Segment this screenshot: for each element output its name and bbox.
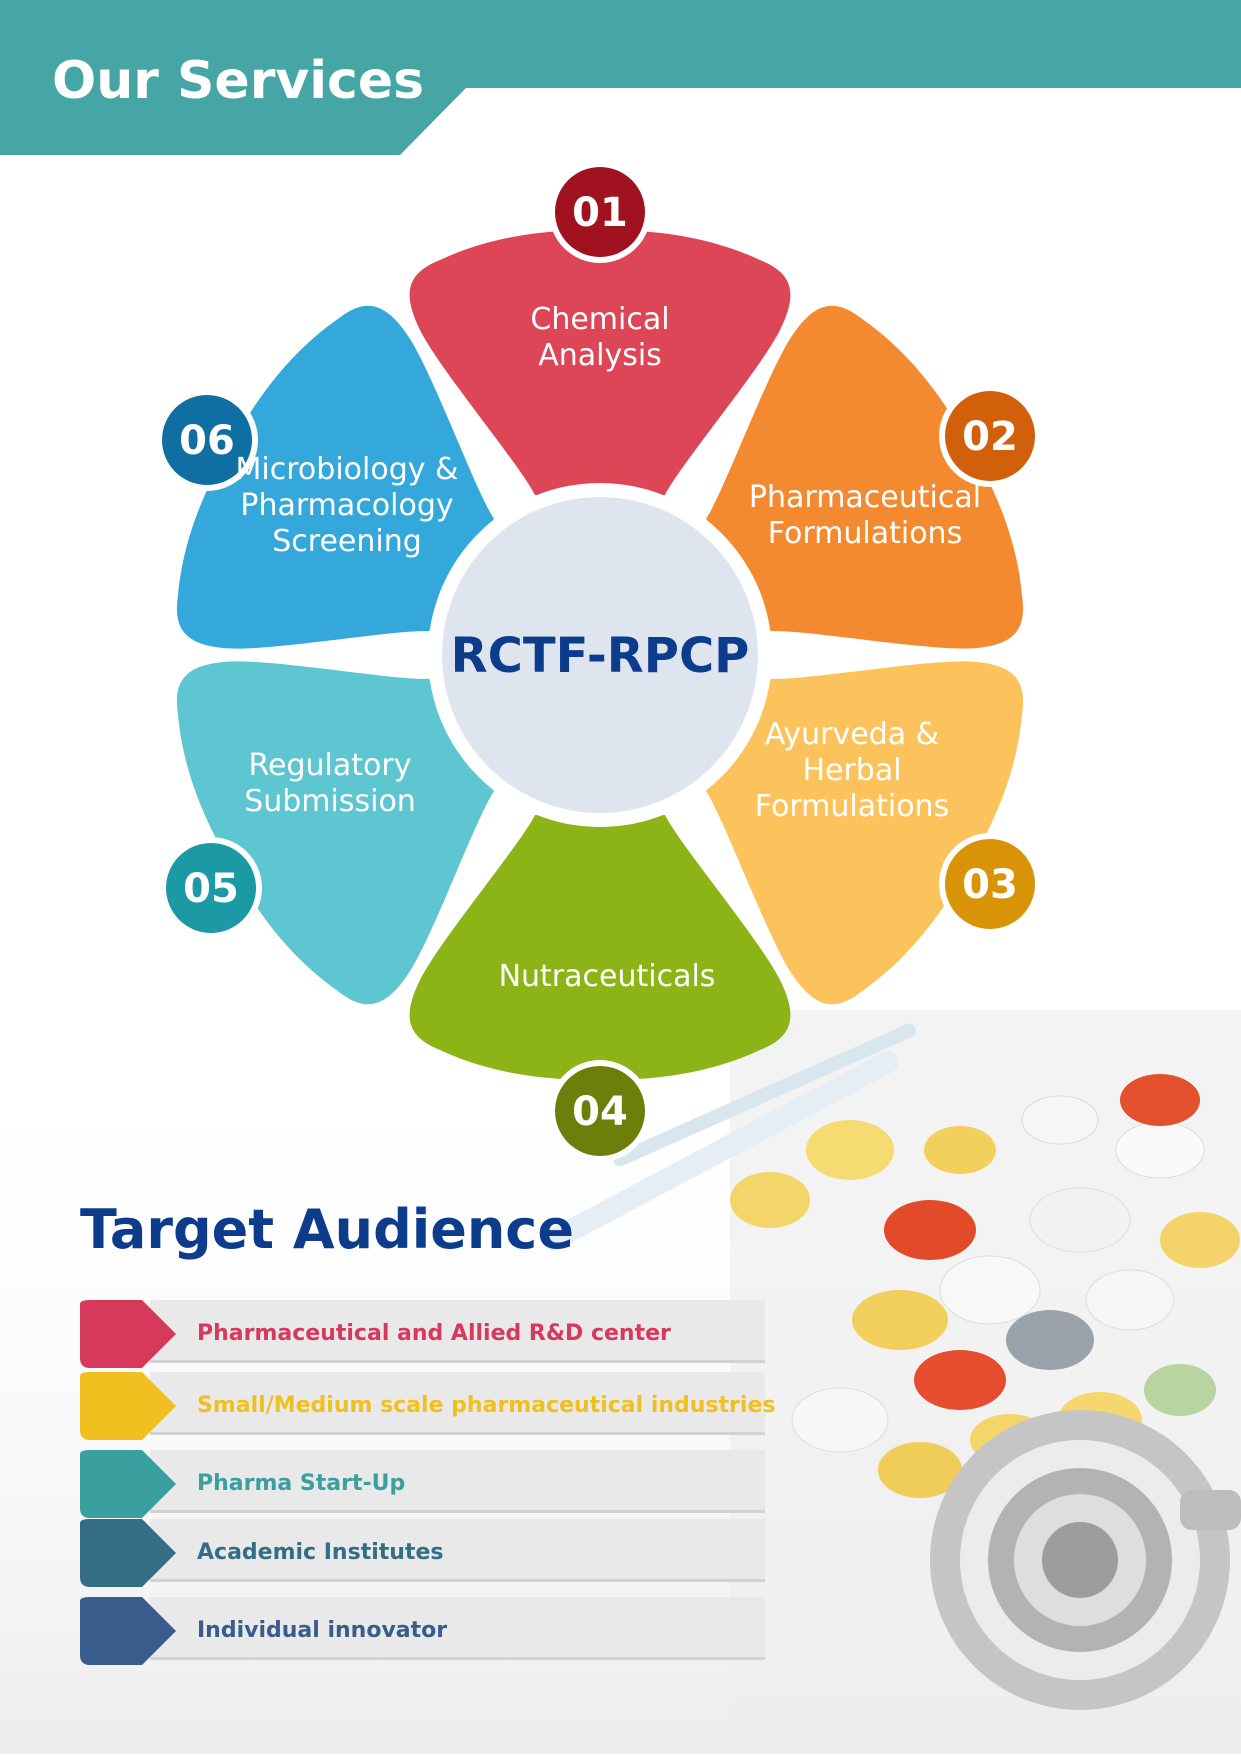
service-label-02-line-2: Formulations xyxy=(768,516,962,551)
services-wheel xyxy=(177,230,1023,1080)
service-label-04-line-1: Nutraceuticals xyxy=(499,959,716,994)
audience-bar xyxy=(150,1300,765,1360)
service-label-01-line-2: Analysis xyxy=(538,338,662,373)
service-label-05-line-2: Submission xyxy=(244,784,416,819)
badge-06 xyxy=(162,395,252,485)
badge-number-04: 04 xyxy=(572,1089,628,1135)
badge-number-03: 03 xyxy=(962,862,1018,908)
service-label-06-line-3: Screening xyxy=(272,524,422,559)
badge-number-01: 01 xyxy=(572,190,628,236)
audience-list: Pharmaceutical and Allied R&D center Smal… xyxy=(80,1300,775,1665)
audience-bar xyxy=(150,1519,765,1579)
audience-item: Small/Medium scale pharmaceutical indust… xyxy=(80,1372,775,1440)
audience-item: Academic Institutes xyxy=(80,1519,765,1587)
petal-01 xyxy=(409,230,791,495)
audience-bar-shadow xyxy=(150,1432,765,1435)
service-label-02-line-1: Pharmaceutical xyxy=(749,480,981,515)
audience-item-label: Small/Medium scale pharmaceutical indust… xyxy=(197,1393,775,1418)
badge-number-05: 05 xyxy=(183,866,239,912)
service-labels: ChemicalAnalysisPharmaceuticalFormulatio… xyxy=(236,302,982,994)
audience-title: Target Audience xyxy=(80,1198,574,1261)
audience-bar xyxy=(150,1597,765,1657)
audience-bar-shadow xyxy=(150,1360,765,1363)
petal-05 xyxy=(177,661,494,1005)
audience-bar-shadow xyxy=(150,1510,765,1513)
service-badges: 01 02 03 04 05 06 xyxy=(156,161,1041,1162)
audience-item: Pharma Start-Up xyxy=(80,1450,765,1518)
center-label: RCTF-RPCP xyxy=(451,628,750,684)
service-label-06-line-2: Pharmacology xyxy=(240,488,453,523)
audience-item: Individual innovator xyxy=(80,1597,765,1665)
audience-arrow-tab xyxy=(80,1519,176,1587)
badge-01 xyxy=(555,167,645,257)
header-band: Our Services xyxy=(0,0,1241,155)
page-title: Our Services xyxy=(52,51,424,111)
badge-number-06: 06 xyxy=(179,418,235,464)
badge-04 xyxy=(555,1066,645,1156)
audience-item-label: Individual innovator xyxy=(197,1618,447,1643)
petal-06 xyxy=(177,305,494,649)
service-label-03-line-2: Herbal xyxy=(802,753,901,788)
audience-item-label: Pharmaceutical and Allied R&D center xyxy=(197,1321,671,1346)
audience-bar-shadow xyxy=(150,1657,765,1660)
badge-02 xyxy=(945,391,1035,481)
audience-arrow-tab xyxy=(80,1450,176,1518)
petal-04 xyxy=(409,815,791,1080)
badge-number-02: 02 xyxy=(962,414,1018,460)
petal-03 xyxy=(706,661,1023,1005)
audience-item-label: Academic Institutes xyxy=(197,1540,443,1565)
audience-bar xyxy=(150,1372,765,1432)
petal-02 xyxy=(706,305,1023,649)
audience-item-label: Pharma Start-Up xyxy=(197,1471,405,1496)
service-label-01-line-1: Chemical xyxy=(530,302,669,337)
service-label-03-line-3: Formulations xyxy=(755,789,949,824)
badge-03 xyxy=(945,839,1035,929)
audience-arrow-tab xyxy=(80,1597,176,1665)
service-label-06-line-1: Microbiology & xyxy=(236,452,459,487)
service-label-03-line-1: Ayurveda & xyxy=(765,717,939,752)
audience-arrow-tab xyxy=(80,1300,176,1368)
badge-05 xyxy=(166,843,256,933)
center-hub: RCTF-RPCP xyxy=(428,483,772,827)
audience-bar-shadow xyxy=(150,1579,765,1582)
audience-item: Pharmaceutical and Allied R&D center xyxy=(80,1300,765,1368)
service-label-05-line-1: Regulatory xyxy=(249,748,412,783)
audience-bar xyxy=(150,1450,765,1510)
audience-arrow-tab xyxy=(80,1372,176,1440)
